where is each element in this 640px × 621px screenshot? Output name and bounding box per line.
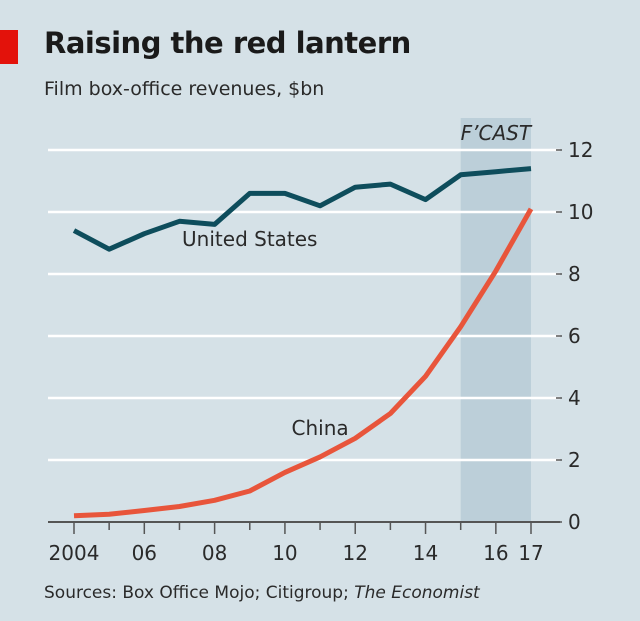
x-tick-label: 06 bbox=[132, 541, 157, 565]
x-tick-label: 2004 bbox=[49, 541, 100, 565]
x-tick-label: 17 bbox=[518, 541, 543, 565]
x-tick-label: 10 bbox=[272, 541, 297, 565]
y-tick-label: 4 bbox=[568, 386, 581, 410]
y-tick-label: 8 bbox=[568, 262, 581, 286]
y-tick-label: 6 bbox=[568, 324, 581, 348]
forecast-shading bbox=[460, 118, 531, 522]
brand-red-tag bbox=[0, 30, 18, 64]
y-tick-label: 12 bbox=[568, 138, 593, 162]
x-tick-label: 14 bbox=[413, 541, 438, 565]
forecast-label: F’CAST bbox=[461, 121, 533, 145]
y-tick-label: 2 bbox=[568, 448, 581, 472]
source-italic: The Economist bbox=[354, 583, 480, 603]
series-line-china bbox=[73, 207, 534, 519]
x-tick-label: 08 bbox=[202, 541, 227, 565]
series-line-united-states bbox=[72, 166, 532, 252]
source-note: Sources: Box Office Mojo; Citigroup; The… bbox=[44, 583, 480, 603]
x-tick-label: 16 bbox=[483, 541, 508, 565]
x-tick-label: 12 bbox=[343, 541, 368, 565]
source-text: Sources: Box Office Mojo; Citigroup; bbox=[44, 583, 355, 603]
chart-subtitle: Film box-office revenues, $bn bbox=[44, 78, 325, 100]
y-tick-label: 10 bbox=[568, 200, 593, 224]
chart-title: Raising the red lantern bbox=[44, 26, 411, 60]
series-label: United States bbox=[182, 227, 317, 251]
series-label: China bbox=[292, 416, 349, 440]
y-tick-label: 0 bbox=[568, 510, 581, 534]
